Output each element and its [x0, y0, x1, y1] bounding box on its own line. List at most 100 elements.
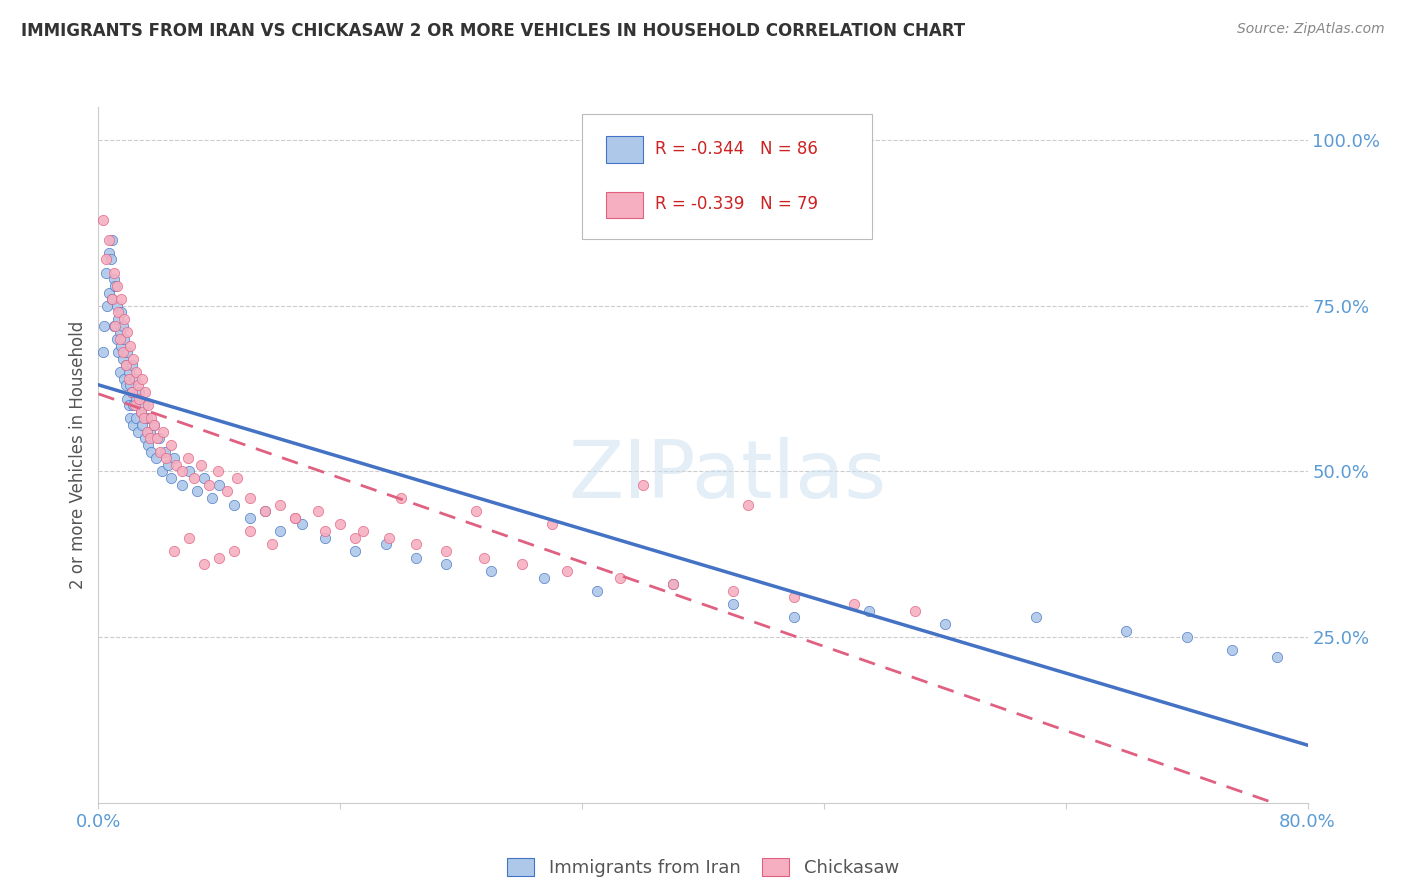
Point	[224, 544, 246, 558]
Point	[170, 477, 193, 491]
Point	[103, 272, 125, 286]
Point	[139, 425, 162, 439]
Point	[101, 292, 124, 306]
Point	[132, 398, 155, 412]
Point	[111, 351, 134, 366]
Y-axis label: 2 or more Vehicles in Household: 2 or more Vehicles in Household	[69, 321, 87, 589]
Point	[118, 398, 141, 412]
Point	[207, 465, 229, 479]
Point	[314, 524, 336, 538]
Point	[141, 411, 163, 425]
Point	[405, 550, 427, 565]
Point	[105, 279, 128, 293]
Point	[239, 524, 262, 538]
Point	[269, 498, 291, 512]
Point	[163, 451, 186, 466]
Point	[434, 558, 457, 572]
Point	[120, 338, 142, 352]
Point	[631, 477, 654, 491]
Point	[105, 332, 128, 346]
Point	[120, 411, 142, 425]
Point	[193, 558, 215, 572]
Point	[134, 431, 156, 445]
Point	[121, 384, 143, 399]
Point	[103, 266, 125, 280]
Point	[93, 318, 115, 333]
Point	[115, 345, 138, 359]
Point	[112, 312, 135, 326]
Point	[163, 544, 186, 558]
Point	[98, 245, 121, 260]
Point	[132, 411, 155, 425]
Point	[723, 583, 745, 598]
Point	[136, 438, 159, 452]
Point	[344, 531, 367, 545]
Point	[108, 326, 131, 340]
Point	[314, 531, 336, 545]
Point	[101, 292, 124, 306]
Point	[107, 345, 129, 359]
Point	[115, 392, 138, 406]
Point	[262, 537, 284, 551]
Point	[124, 398, 146, 412]
Bar	[606, 192, 643, 219]
Point	[737, 498, 759, 512]
Point	[94, 266, 117, 280]
Point	[112, 332, 135, 346]
Point	[149, 444, 172, 458]
Point	[215, 484, 238, 499]
Point	[555, 564, 578, 578]
FancyBboxPatch shape	[582, 114, 872, 239]
Point	[1175, 630, 1198, 644]
Point	[103, 318, 125, 333]
Point	[586, 583, 609, 598]
Point	[190, 458, 212, 472]
Point	[540, 517, 562, 532]
Text: IMMIGRANTS FROM IRAN VS CHICKASAW 2 OR MORE VEHICLES IN HOUSEHOLD CORRELATION CH: IMMIGRANTS FROM IRAN VS CHICKASAW 2 OR M…	[21, 22, 965, 40]
Point	[481, 564, 503, 578]
Point	[152, 425, 174, 439]
Point	[129, 405, 152, 419]
Point	[170, 465, 193, 479]
Point	[146, 431, 169, 445]
Point	[111, 345, 134, 359]
Text: R = -0.344   N = 86: R = -0.344 N = 86	[655, 140, 817, 158]
Legend: Immigrants from Iran, Chickasaw: Immigrants from Iran, Chickasaw	[501, 850, 905, 884]
Point	[121, 384, 143, 399]
Point	[101, 233, 124, 247]
Point	[239, 491, 262, 505]
Point	[107, 305, 129, 319]
Point	[148, 431, 170, 445]
Point	[153, 444, 176, 458]
Point	[124, 372, 146, 386]
Point	[143, 418, 166, 433]
Point	[120, 378, 142, 392]
Point	[118, 372, 141, 386]
Point	[201, 491, 224, 505]
Point	[465, 504, 488, 518]
Point	[844, 597, 866, 611]
Point	[114, 359, 136, 373]
Point	[352, 524, 374, 538]
Point	[131, 418, 153, 433]
Point	[135, 411, 157, 425]
Point	[269, 524, 291, 538]
Point	[122, 398, 145, 412]
Point	[129, 405, 152, 419]
Point	[176, 451, 198, 466]
Point	[94, 252, 117, 267]
Point	[111, 318, 134, 333]
Point	[1220, 643, 1243, 657]
Point	[783, 591, 806, 605]
Point	[104, 318, 127, 333]
Point	[405, 537, 427, 551]
Point	[858, 604, 880, 618]
Point	[114, 359, 136, 373]
Point	[139, 431, 162, 445]
Point	[208, 550, 231, 565]
Point	[224, 498, 246, 512]
Point	[145, 451, 167, 466]
Point	[389, 491, 412, 505]
Point	[108, 365, 131, 379]
Point	[160, 438, 183, 452]
